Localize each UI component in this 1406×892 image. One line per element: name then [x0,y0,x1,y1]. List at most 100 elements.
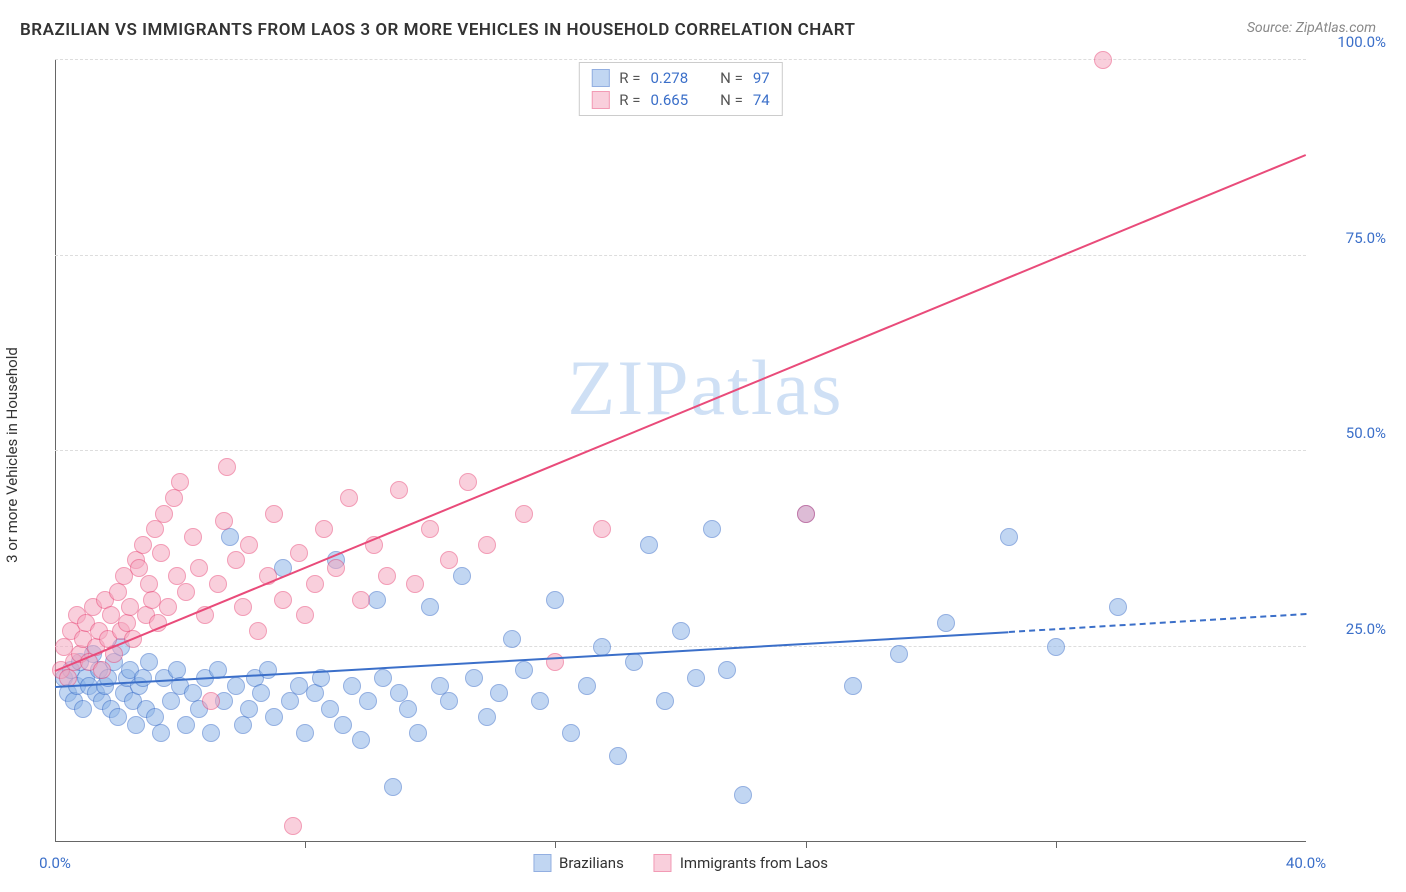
data-point [378,567,396,585]
data-point [252,684,270,702]
data-point [340,489,358,507]
x-tick-label: 0.0% [39,854,71,872]
data-point [109,708,127,726]
legend-swatch [591,69,609,87]
data-point [249,622,267,640]
legend-series-item: Brazilians [533,854,624,872]
n-label: N = [720,91,743,109]
data-point [134,669,152,687]
data-point [234,716,252,734]
data-point [1109,598,1127,616]
data-point [734,786,752,804]
x-tick-mark [1056,842,1057,848]
data-point [315,520,333,538]
data-point [406,575,424,593]
data-point [459,473,477,491]
gridline [55,646,1306,647]
data-point [93,661,111,679]
data-point [515,505,533,523]
x-tick-mark [555,842,556,848]
data-point [593,638,611,656]
data-point [290,544,308,562]
data-point [146,520,164,538]
data-point [440,692,458,710]
gridline [55,255,1306,256]
data-point [202,692,220,710]
legend-series-item: Immigrants from Laos [654,854,828,872]
data-point [165,489,183,507]
legend-series-label: Brazilians [559,854,624,872]
data-point [127,716,145,734]
data-point [162,692,180,710]
data-point [465,669,483,687]
x-tick-mark [305,842,306,848]
data-point [209,575,227,593]
data-point [562,724,580,742]
y-tick-label: 100.0% [1337,33,1386,51]
data-point [171,473,189,491]
data-point [937,614,955,632]
trend-line [55,631,1009,688]
data-point [374,669,392,687]
data-point [368,591,386,609]
data-point [152,724,170,742]
y-tick-label: 25.0% [1346,620,1386,638]
data-point [202,724,220,742]
data-point [546,653,564,671]
data-point [421,598,439,616]
r-value: 0.665 [650,91,688,109]
data-point [234,598,252,616]
legend-series: Brazilians Immigrants from Laos [533,854,828,872]
data-point [409,724,427,742]
legend-swatch [591,91,609,109]
data-point [177,583,195,601]
data-point [152,544,170,562]
legend-stats-row: R =0.278N =97 [591,67,769,89]
data-point [215,512,233,530]
data-point [421,520,439,538]
data-point [687,669,705,687]
y-tick-label: 75.0% [1346,229,1386,247]
data-point [390,481,408,499]
data-point [578,677,596,695]
gridline [55,450,1306,451]
data-point [240,536,258,554]
data-point [609,747,627,765]
y-axis-label: 3 or more Vehicles in Household [3,347,21,563]
data-point [221,528,239,546]
data-point [359,692,377,710]
data-point [352,591,370,609]
data-point [399,700,417,718]
data-point [140,653,158,671]
legend-swatch [654,854,672,872]
data-point [321,700,339,718]
data-point [155,505,173,523]
legend-stats: R =0.278N =97R =0.665N =74 [578,62,782,116]
y-tick-label: 50.0% [1346,424,1386,442]
legend-series-label: Immigrants from Laos [680,854,828,872]
data-point [844,677,862,695]
data-point [218,458,236,476]
data-point [1094,51,1112,69]
data-point [478,708,496,726]
data-point [109,583,127,601]
data-point [184,528,202,546]
data-point [656,692,674,710]
data-point [159,598,177,616]
legend-stats-row: R =0.665N =74 [591,89,769,111]
r-label: R = [619,69,640,87]
data-point [718,661,736,679]
gridline [55,59,1306,60]
data-point [672,622,690,640]
data-point [490,684,508,702]
data-point [284,817,302,835]
data-point [296,606,314,624]
data-point [797,505,815,523]
data-point [1000,528,1018,546]
data-point [327,559,345,577]
data-point [134,536,152,554]
data-point [352,731,370,749]
trend-line-dashed [1009,613,1306,633]
data-point [640,536,658,554]
data-point [515,661,533,679]
